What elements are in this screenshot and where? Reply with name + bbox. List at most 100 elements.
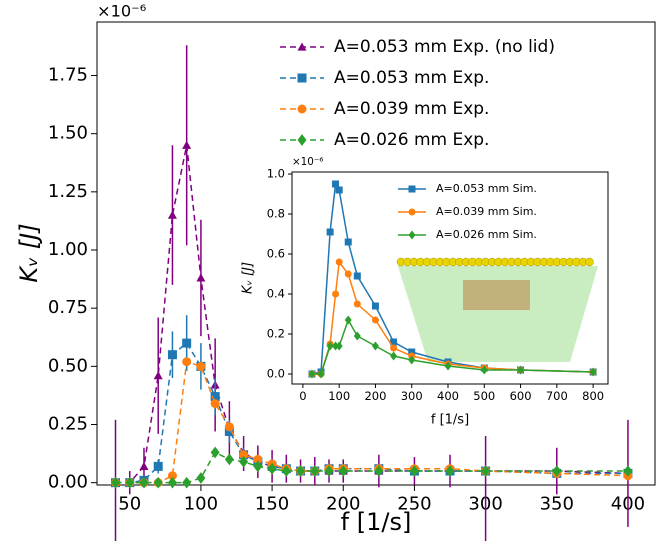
marker	[167, 210, 177, 219]
marker	[344, 270, 352, 278]
marker	[253, 460, 263, 473]
x-tick-label: 800	[582, 389, 604, 403]
inset-chart: 0 100 200 300 400 500 600 700 800 0.0 0.2 0.4 0.6 0.8…	[237, 154, 615, 436]
y-tick-label: 0.4	[267, 287, 285, 301]
x-tick-label: 250	[397, 494, 431, 515]
x-tick-label: 600	[510, 389, 532, 403]
marker	[224, 422, 234, 432]
y-tick-label: 0.25	[48, 414, 88, 435]
marker	[344, 238, 352, 246]
legend-marker	[297, 42, 307, 51]
legend-marker	[297, 134, 307, 146]
legend-label: A=0.039 mm Exp.	[334, 99, 489, 119]
marker	[239, 455, 249, 468]
marker	[182, 476, 192, 489]
x-tick-label: 150	[255, 494, 289, 515]
series-line	[115, 360, 628, 484]
plot-frame	[291, 171, 609, 385]
x-tick-label: 700	[546, 389, 568, 403]
marker	[125, 476, 135, 489]
legend-marker	[297, 73, 307, 83]
marker	[182, 357, 192, 367]
legend-marker	[408, 185, 416, 193]
y-tick-label: 1.50	[48, 123, 88, 144]
marker	[167, 476, 177, 489]
marker	[153, 476, 163, 489]
marker	[253, 454, 263, 464]
legend-label: A=0.053 mm Sim.	[436, 182, 537, 195]
marker	[517, 365, 525, 375]
marker	[196, 472, 206, 484]
y-axis-label: Kᵥ [J]	[241, 262, 256, 294]
marker	[182, 338, 192, 348]
y-tick-label: 0.50	[48, 355, 88, 376]
marker	[374, 465, 384, 477]
offset-text: ×10⁻⁶	[292, 156, 323, 168]
main-chart: 50 100 150 200 250 300 350 4000.000.250.500.751…	[15, 2, 656, 541]
marker	[332, 180, 340, 188]
x-axis-label: f [1/s]	[431, 413, 469, 428]
marker	[332, 341, 340, 351]
legend-marker	[408, 208, 416, 216]
y-tick-label: 0.75	[48, 297, 88, 318]
marker	[335, 258, 343, 266]
x-tick-label: 400	[437, 389, 459, 403]
marker	[210, 446, 220, 459]
marker	[623, 465, 633, 477]
marker	[344, 315, 352, 325]
y-tick-label: 1.00	[48, 239, 88, 260]
offset-text: ×10⁻⁶	[97, 2, 146, 21]
marker	[111, 476, 121, 489]
x-tick-label: 500	[473, 389, 495, 403]
legend-label: A=0.026 mm Sim.	[436, 228, 537, 241]
marker	[139, 476, 149, 489]
y-tick-label: 0.6	[267, 247, 285, 261]
y-tick-label: 0.8	[267, 207, 285, 221]
marker	[332, 290, 340, 298]
marker	[153, 461, 163, 471]
marker	[317, 369, 325, 379]
x-axis-label: f [1/s]	[341, 508, 412, 536]
marker	[167, 471, 177, 481]
x-tick-label: 200	[326, 494, 360, 515]
series-line	[115, 451, 628, 484]
marker	[445, 465, 455, 477]
inset-image-body	[398, 266, 598, 362]
marker	[481, 465, 491, 477]
y-tick-label: 0.2	[267, 327, 285, 341]
marker	[139, 461, 149, 470]
inset-image-sphere	[585, 257, 594, 267]
marker	[239, 450, 249, 460]
marker	[196, 361, 206, 371]
legend-marker	[408, 230, 416, 240]
legend-label: A=0.053 mm Exp.	[334, 68, 489, 88]
marker	[371, 316, 379, 324]
legend-label: A=0.039 mm Sim.	[436, 205, 537, 218]
marker	[552, 465, 562, 477]
marker	[408, 355, 416, 365]
marker	[589, 367, 597, 377]
marker	[335, 186, 343, 194]
marker	[335, 341, 343, 351]
x-tick-label: 350	[540, 494, 574, 515]
marker	[308, 369, 316, 379]
series-line	[115, 341, 628, 484]
x-tick-label: 100	[184, 494, 218, 515]
marker	[444, 361, 452, 371]
legend-marker	[297, 104, 307, 114]
marker	[390, 338, 398, 346]
marker	[326, 228, 334, 236]
legend-label: A=0.026 mm Exp.	[334, 130, 489, 150]
marker	[267, 462, 277, 475]
marker	[353, 272, 361, 280]
marker	[371, 302, 379, 310]
marker	[196, 273, 206, 282]
marker	[480, 365, 488, 375]
series-line	[311, 260, 594, 375]
inset-image-block	[463, 280, 530, 310]
marker	[310, 465, 320, 477]
marker	[182, 140, 192, 149]
legend-label: A=0.053 mm Exp. (no lid)	[334, 37, 555, 57]
y-axis-label: Kᵥ [J]	[15, 223, 43, 282]
